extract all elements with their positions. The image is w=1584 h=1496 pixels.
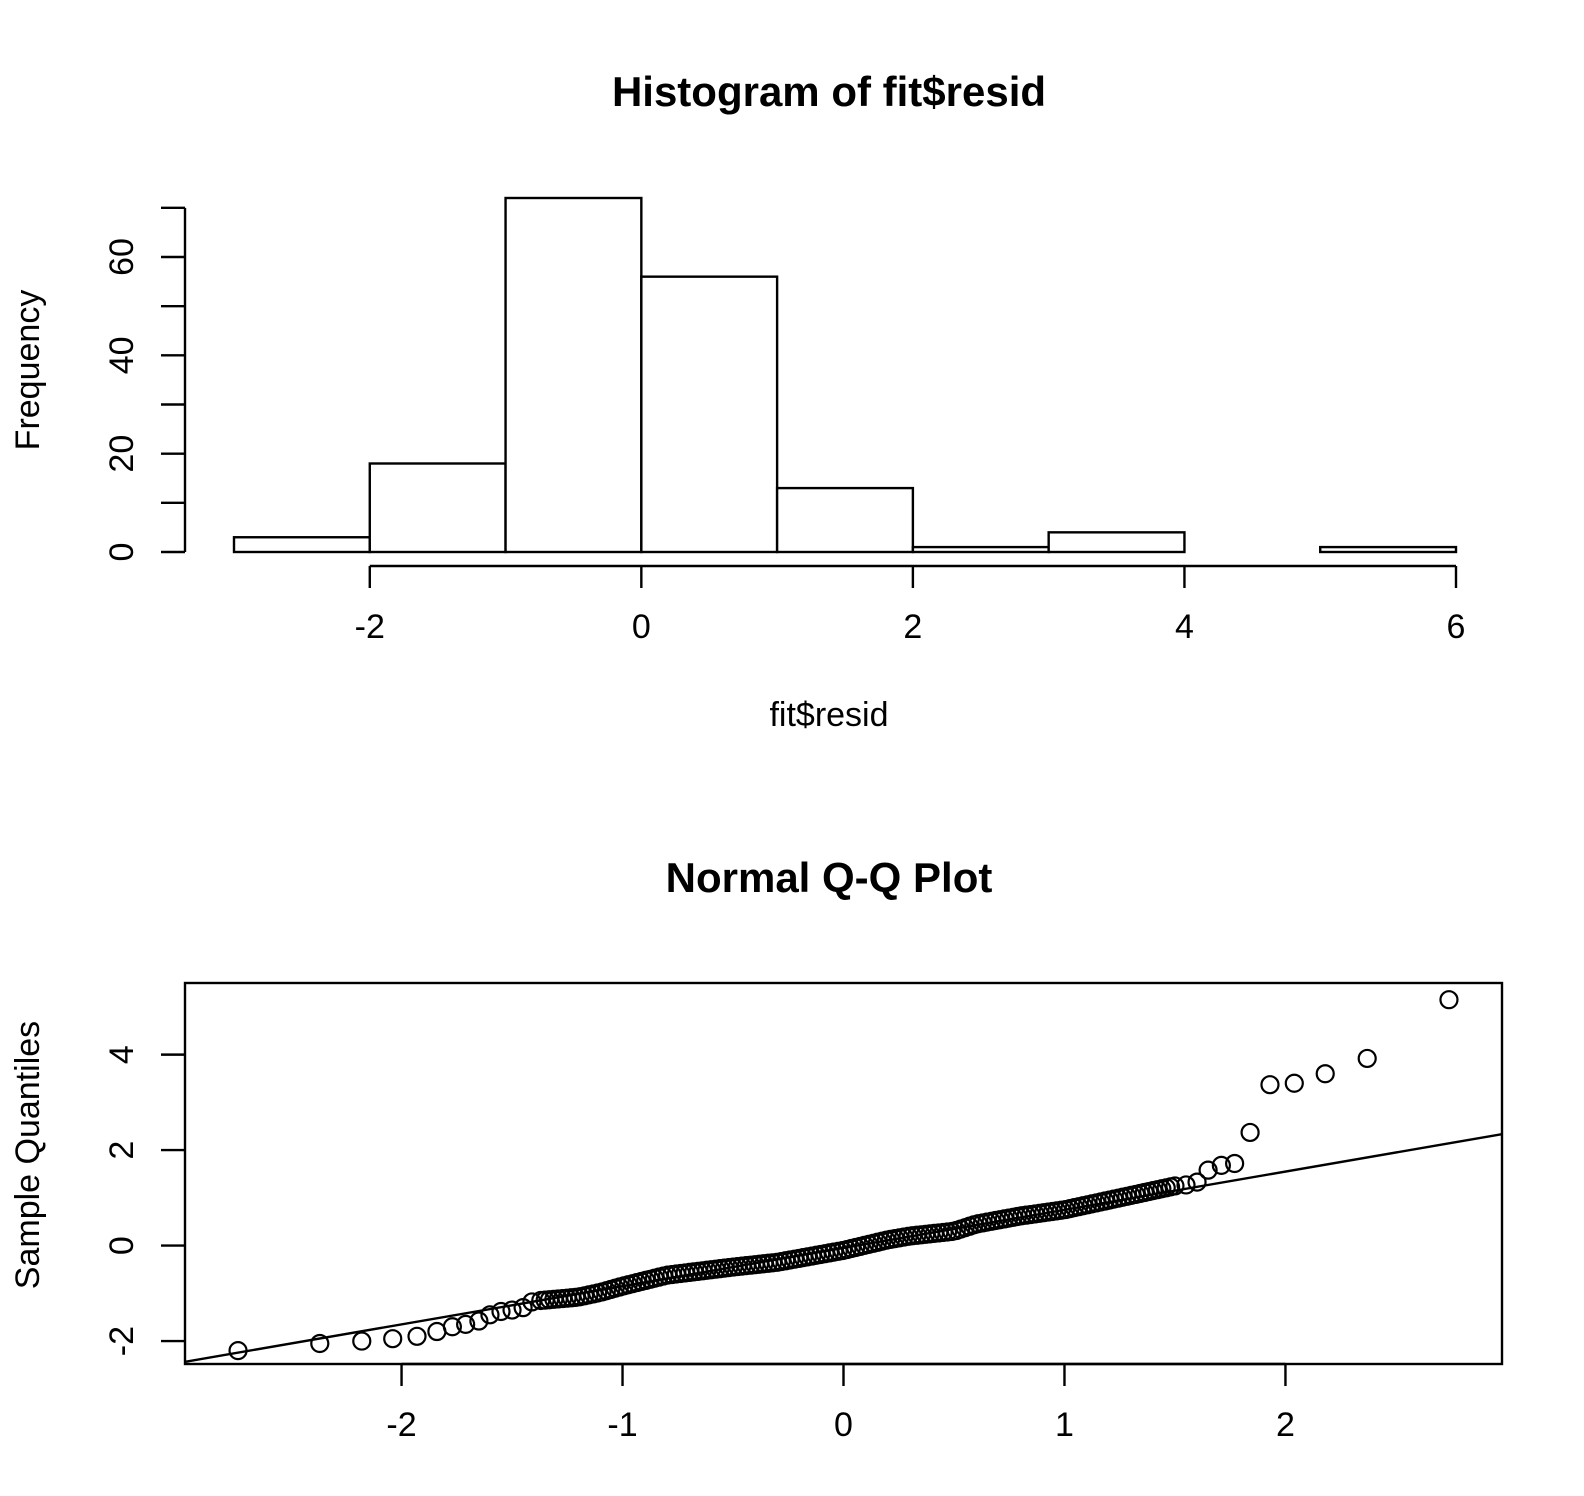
- qq-y-axis: -2 0 2 4: [103, 1045, 185, 1356]
- qq-x-tick-label: 0: [834, 1406, 853, 1444]
- qq-x-tick-label: 1: [1055, 1406, 1074, 1444]
- histogram-x-tick-label: 2: [903, 608, 922, 646]
- qq-title: Normal Q-Q Plot: [666, 854, 993, 901]
- qq-point: [502, 1300, 522, 1320]
- qq-panel: Normal Q-Q Plot Sample Quantiles -2 -1 0 1 2…: [9, 854, 1504, 1444]
- qq-y-tick-label: -2: [103, 1326, 141, 1356]
- qq-point: [491, 1301, 511, 1322]
- qq-point: [1211, 1155, 1231, 1175]
- histogram-y-tick-label: 60: [103, 238, 141, 276]
- qq-point: [1357, 1048, 1377, 1069]
- qq-y-axis-label: Sample Quantiles: [9, 1021, 47, 1289]
- histogram-bar: [504, 196, 643, 554]
- qq-point: [1176, 1175, 1196, 1195]
- qq-point: [1240, 1122, 1260, 1143]
- histogram-x-tick-label: 4: [1175, 608, 1194, 646]
- histogram-bar: [232, 536, 371, 554]
- qq-plot-frame: [183, 981, 1504, 1366]
- qq-point: [352, 1331, 372, 1351]
- qq-x-tick-label: -1: [607, 1406, 637, 1444]
- qq-point: [456, 1314, 476, 1334]
- qq-point: [1439, 990, 1459, 1010]
- histogram-y-tick-label: 0: [103, 543, 141, 562]
- qq-x-tick-label: -2: [386, 1406, 416, 1444]
- qq-points: [228, 990, 1459, 1361]
- qq-point: [1225, 1153, 1245, 1174]
- qq-x-tick-label: 2: [1276, 1406, 1295, 1444]
- histogram-x-tick-label: 0: [632, 608, 651, 646]
- qq-point: [1260, 1075, 1280, 1095]
- qq-point: [1284, 1073, 1304, 1093]
- histogram-y-axis: 0 20 40 60: [103, 206, 187, 562]
- histogram-x-tick-label: -2: [355, 608, 385, 646]
- histogram-x-axis: -2 0 2 4 6: [355, 564, 1466, 646]
- histogram-x-axis-label: fit$resid: [769, 696, 888, 734]
- qq-y-tick-label: 2: [103, 1141, 141, 1160]
- histogram-bar: [640, 275, 779, 554]
- histogram-y-tick-label: 40: [103, 336, 141, 374]
- histogram-bar: [775, 486, 915, 554]
- qq-point: [480, 1305, 500, 1325]
- histogram-panel: Histogram of fit$resid fit$resid Frequen…: [9, 68, 1465, 734]
- histogram-bar: [911, 545, 1050, 554]
- qq-point: [1165, 1176, 1185, 1196]
- qq-point: [383, 1329, 403, 1349]
- qq-x-axis: -2 -1 0 1 2: [386, 1362, 1295, 1444]
- histogram-title: Histogram of fit$resid: [612, 68, 1046, 115]
- qq-point: [442, 1317, 462, 1337]
- histogram-y-tick-label: 20: [103, 435, 141, 473]
- histogram-x-tick-label: 6: [1447, 608, 1466, 646]
- qq-point: [1315, 1064, 1335, 1084]
- qq-point: [1198, 1160, 1218, 1180]
- qq-point: [228, 1341, 248, 1361]
- qq-point: [1187, 1172, 1207, 1192]
- qq-point: [407, 1326, 427, 1346]
- histogram-bar: [1047, 531, 1186, 554]
- qq-point: [469, 1311, 489, 1331]
- histogram-y-axis-label: Frequency: [9, 290, 47, 451]
- qq-y-tick-label: 4: [103, 1045, 141, 1064]
- qq-point: [310, 1333, 330, 1354]
- qq-point: [531, 1290, 551, 1311]
- qq-point: [522, 1292, 542, 1312]
- histogram-bar: [368, 462, 507, 554]
- qq-y-tick-label: 0: [103, 1236, 141, 1255]
- histogram-bar: [1319, 545, 1458, 554]
- histogram-bars: [232, 196, 1458, 554]
